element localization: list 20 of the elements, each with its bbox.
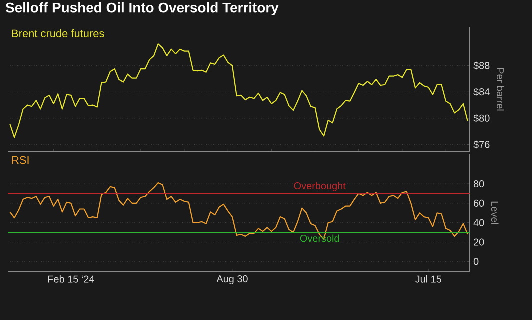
y-tick-label: 40	[474, 219, 484, 226]
x-tick-label: Feb 15 ‘24	[48, 276, 94, 283]
x-tick-label: Aug 30	[216, 276, 248, 285]
x-tick-label: Jul 15	[415, 276, 442, 283]
line-series	[10, 44, 468, 138]
ref-line-label: Overbought	[294, 182, 346, 192]
y-tick-label: 80	[474, 180, 484, 188]
y-tick-label: $84	[474, 88, 490, 96]
y-tick-label: 20	[474, 238, 484, 246]
chart-title: Selloff Pushed Oil Into Oversold Territory	[6, 2, 279, 16]
y-axis-title: Per barrel	[496, 68, 504, 111]
y-tick-label: 60	[474, 200, 484, 207]
text: Brent crude futures	[12, 29, 104, 38]
y-tick-label: $88	[474, 62, 490, 70]
y-tick-label: $76	[474, 140, 490, 149]
ref-line-label: Oversold	[300, 234, 340, 242]
y-tick-label: 0	[474, 258, 479, 266]
text: RSI	[12, 156, 29, 164]
y-tick-label: $80	[474, 114, 490, 122]
y-axis-title: Level	[491, 202, 499, 224]
